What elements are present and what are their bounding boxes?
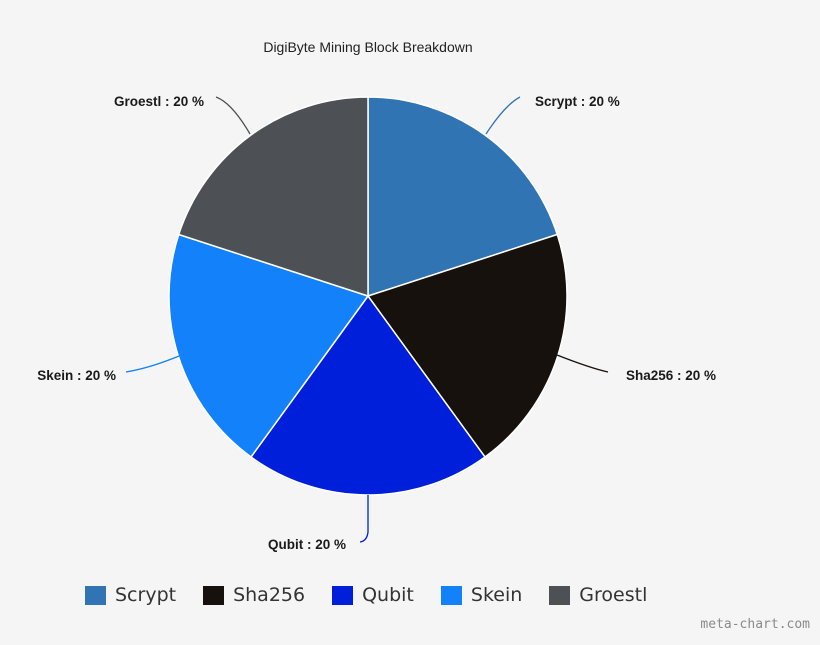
- slice-label-scrypt: Scrypt : 20 %: [535, 94, 620, 109]
- pie-slices: [168, 96, 568, 496]
- pie-slice-qubit[interactable]: [249, 294, 487, 496]
- label-leader-lines: [125, 96, 609, 543]
- slice-label-qubit: Qubit : 20 %: [268, 537, 346, 552]
- legend-swatch: [203, 585, 225, 605]
- pie-slice-groestl[interactable]: [177, 96, 369, 298]
- leader-line: [485, 96, 521, 135]
- legend-label: Sha256: [233, 584, 306, 606]
- slice-label-groestl: Groestl : 20 %: [114, 94, 204, 109]
- slice-label-skein: Skein : 20 %: [37, 368, 116, 383]
- pie-slice-sha256[interactable]: [366, 233, 568, 459]
- slice-labels: Scrypt : 20 % Sha256 : 20 % Qubit : 20 % Sk…: [37, 94, 716, 552]
- watermark: meta-chart.com: [700, 617, 810, 632]
- legend-label: Scrypt: [115, 584, 177, 606]
- legend-swatch: [332, 585, 354, 605]
- legend-item-sha256[interactable]: Sha256: [203, 584, 305, 606]
- leader-line: [125, 355, 180, 373]
- legend-label: Qubit: [362, 584, 414, 606]
- legend-swatch: [440, 585, 462, 605]
- slice-label-sha256: Sha256 : 20 %: [626, 368, 716, 383]
- legend-swatch: [549, 585, 571, 605]
- legend-item-groestl[interactable]: Groestl: [549, 584, 647, 606]
- chart-title: DigiByte Mining Block Breakdown: [263, 39, 472, 55]
- pie-slice-scrypt[interactable]: [367, 96, 559, 298]
- legend-item-scrypt[interactable]: Scrypt: [85, 584, 176, 606]
- leader-line: [556, 354, 609, 373]
- legend-swatch: [85, 585, 106, 605]
- legend: Scrypt Sha256 Qubit Skein Groestl: [85, 584, 674, 606]
- pie-slice-skein[interactable]: [168, 233, 370, 459]
- legend-item-qubit[interactable]: Qubit: [332, 584, 414, 606]
- leader-line: [215, 96, 251, 135]
- legend-label: Groestl: [579, 584, 648, 606]
- legend-item-skein[interactable]: Skein: [440, 584, 523, 606]
- leader-line: [359, 495, 369, 543]
- legend-label: Skein: [470, 584, 523, 606]
